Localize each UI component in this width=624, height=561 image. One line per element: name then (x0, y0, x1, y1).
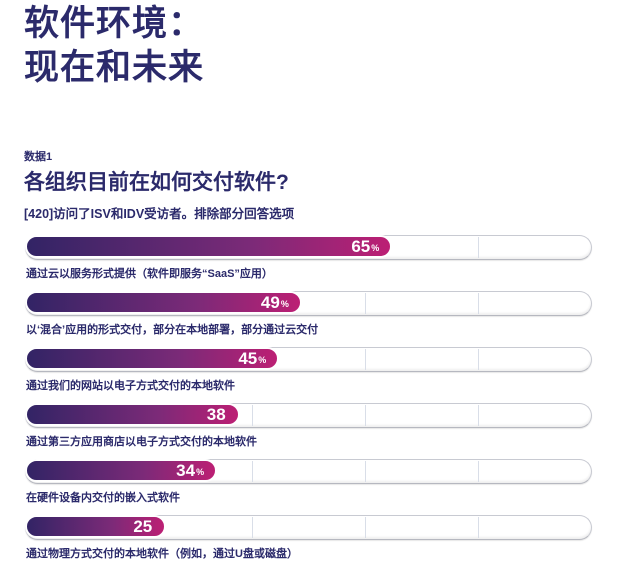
bar-label: 通过我们的网站以电子方式交付的本地软件 (26, 380, 235, 392)
bar-value: 25 (133, 517, 153, 536)
bar-fill: 25 (25, 515, 167, 538)
gridline (478, 461, 479, 482)
bar-row: 45% 通过我们的网站以电子方式交付的本地软件 (25, 347, 624, 393)
bar-label: 通过物理方式交付的本地软件（例如，通过U盘或磁盘） (26, 548, 298, 560)
bar-track: 65% (25, 235, 592, 260)
bar-fill: 65% (25, 235, 393, 258)
bar-label: 通过第三方应用商店以电子方式交付的本地软件 (26, 436, 257, 448)
gridline (478, 517, 479, 538)
bar-label: 通过云以服务形式提供（软件即服务“SaaS”应用） (26, 268, 273, 280)
gridline (478, 237, 479, 258)
page-title-line2: 现在和未来 (24, 48, 205, 87)
bar-row: 38 通过第三方应用商店以电子方式交付的本地软件 (25, 403, 624, 449)
bar-track: 34% (25, 459, 592, 484)
bar-value: 38 (206, 405, 226, 424)
chart-subtitle: [420]访问了ISV和IDV受访者。排除部分回答选项 (24, 207, 295, 221)
bar-row: 49% 以‘混合’应用的形式交付，部分在本地部署，部分通过云交付 (25, 291, 624, 337)
bar-value: 49 (260, 293, 280, 312)
bar-track: 49% (25, 291, 592, 316)
gridline (252, 461, 253, 482)
bar-track: 38 (25, 403, 592, 428)
bar-label: 以‘混合’应用的形式交付，部分在本地部署，部分通过云交付 (26, 324, 319, 336)
bar-row: 25 通过物理方式交付的本地软件（例如，通过U盘或磁盘） (25, 515, 624, 561)
page-title: 软件环境： 现在和未来 (24, 2, 624, 90)
gridline (252, 517, 253, 538)
gridline (365, 293, 366, 314)
bar-row: 34% 在硬件设备内交付的嵌入式软件 (25, 459, 624, 505)
bar-value-unit: % (371, 243, 380, 253)
bar-value: 65 (351, 237, 371, 256)
bar-track: 25 (25, 515, 592, 540)
gridline (365, 405, 366, 426)
chart-question: 各组织目前在如何交付软件? (24, 171, 289, 194)
gridline (365, 349, 366, 370)
bar-chart: 65% 通过云以服务形式提供（软件即服务“SaaS”应用） 49% 以‘混合’应… (25, 235, 624, 561)
bar-value-unit: % (196, 467, 205, 477)
bar-fill: 34% (25, 459, 218, 482)
bar-fill: 45% (25, 347, 280, 370)
gridline (478, 293, 479, 314)
bar-value-unit: % (258, 355, 267, 365)
gridline (478, 405, 479, 426)
bar-value: 45 (238, 349, 258, 368)
bar-label: 在硬件设备内交付的嵌入式软件 (26, 492, 180, 504)
gridline (252, 405, 253, 426)
bar-row: 65% 通过云以服务形式提供（软件即服务“SaaS”应用） (25, 235, 624, 281)
bar-value: 34 (176, 461, 196, 480)
section-tag: 数据1 (24, 151, 53, 163)
bar-value-unit: % (280, 299, 289, 309)
bar-track: 45% (25, 347, 592, 372)
bar-fill: 38 (25, 403, 240, 426)
page-title-line1: 软件环境： (24, 4, 205, 43)
gridline (365, 461, 366, 482)
gridline (365, 517, 366, 538)
bar-fill: 49% (25, 291, 302, 314)
gridline (478, 349, 479, 370)
